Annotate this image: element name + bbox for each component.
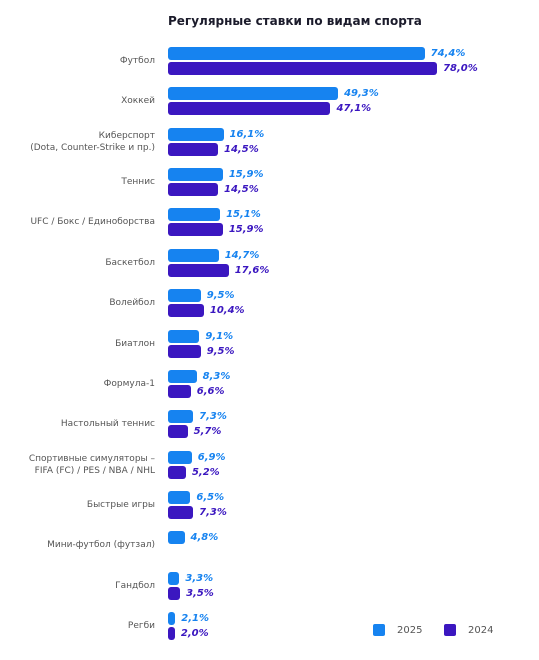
- value-label: 9,5%: [206, 345, 235, 357]
- value-label: 5,7%: [193, 426, 222, 438]
- bar: [168, 208, 221, 222]
- category-label: Формула-1: [103, 378, 155, 389]
- bar: [168, 168, 223, 182]
- value-label: 10,4%: [209, 305, 245, 317]
- value-label: 7,3%: [199, 411, 227, 423]
- bar: [168, 263, 229, 277]
- bar: [168, 289, 201, 303]
- value-label: 7,3%: [199, 506, 227, 518]
- category-label: Хоккей: [121, 96, 155, 107]
- category-label: Спортивные симуляторы – FIFA (FC) / PES …: [28, 453, 155, 476]
- value-label: 5,2%: [191, 466, 220, 478]
- category-label: Мини-футбол (футзал): [47, 540, 155, 551]
- legend-swatch: [373, 624, 385, 636]
- bar: [168, 369, 197, 383]
- bar: [168, 425, 188, 439]
- bar: [168, 344, 201, 358]
- value-label: 74,4%: [430, 48, 466, 59]
- legend-label: 2025: [397, 625, 423, 636]
- value-label: 15,9%: [228, 169, 264, 181]
- chart-title: Регулярные ставки по видам спорта: [168, 14, 422, 28]
- value-label: 9,1%: [205, 330, 234, 342]
- value-label: 3,3%: [185, 572, 214, 584]
- bar: [168, 223, 223, 237]
- value-label: 6,9%: [197, 451, 226, 463]
- value-label: 2,1%: [181, 613, 209, 625]
- value-label: 6,6%: [196, 385, 225, 397]
- bar: [168, 490, 191, 504]
- value-label: 17,6%: [234, 264, 270, 276]
- bar: [168, 410, 194, 424]
- value-label: 2,0%: [180, 628, 209, 640]
- legend-swatch: [444, 624, 456, 636]
- bar: [168, 571, 180, 585]
- category-label: Волейбол: [109, 298, 155, 309]
- bar: [168, 450, 192, 464]
- legend-label: 2024: [468, 625, 494, 636]
- value-label: 78,0%: [443, 63, 478, 74]
- bar: [168, 142, 219, 156]
- category-label: Биатлон: [115, 338, 155, 349]
- category-label: Быстрые игры: [86, 499, 155, 510]
- value-label: 49,3%: [344, 88, 379, 100]
- bar: [168, 87, 339, 101]
- category-label: UFC / Бокс / Единоборства: [30, 217, 155, 228]
- bar: [168, 102, 331, 116]
- bar: [168, 465, 186, 479]
- bar: [168, 127, 224, 141]
- category-label: Теннис: [121, 177, 155, 188]
- value-label: 47,1%: [336, 103, 372, 115]
- category-label: Регби: [127, 621, 155, 632]
- bar: [168, 586, 181, 600]
- bar: [168, 304, 204, 318]
- bar: [168, 183, 219, 197]
- value-label: 16,1%: [229, 128, 265, 140]
- bar: [168, 329, 200, 343]
- bar: [168, 505, 194, 519]
- bar: [168, 384, 191, 398]
- value-label: 6,5%: [196, 491, 225, 503]
- category-label: Настольный теннис: [60, 419, 155, 430]
- category-label: Киберспорт (Dota, Counter-Strike и пр.): [30, 130, 155, 153]
- bar: [168, 47, 425, 60]
- value-label: 3,5%: [186, 587, 214, 599]
- category-label: Футбол: [119, 56, 155, 66]
- value-label: 9,5%: [206, 290, 235, 302]
- bar: [168, 248, 219, 262]
- bar: [168, 531, 185, 545]
- value-label: 14,7%: [224, 249, 260, 261]
- value-label: 14,5%: [224, 143, 259, 155]
- value-label: 4,8%: [190, 532, 219, 544]
- bar: [168, 627, 175, 641]
- value-label: 8,3%: [202, 370, 231, 382]
- value-label: 14,5%: [224, 184, 259, 196]
- value-label: 15,1%: [226, 209, 261, 221]
- category-label: Баскетбол: [105, 257, 155, 268]
- category-label: Гандбол: [115, 580, 155, 591]
- bar: [168, 62, 438, 75]
- value-label: 15,9%: [228, 224, 264, 236]
- bar: [168, 612, 176, 626]
